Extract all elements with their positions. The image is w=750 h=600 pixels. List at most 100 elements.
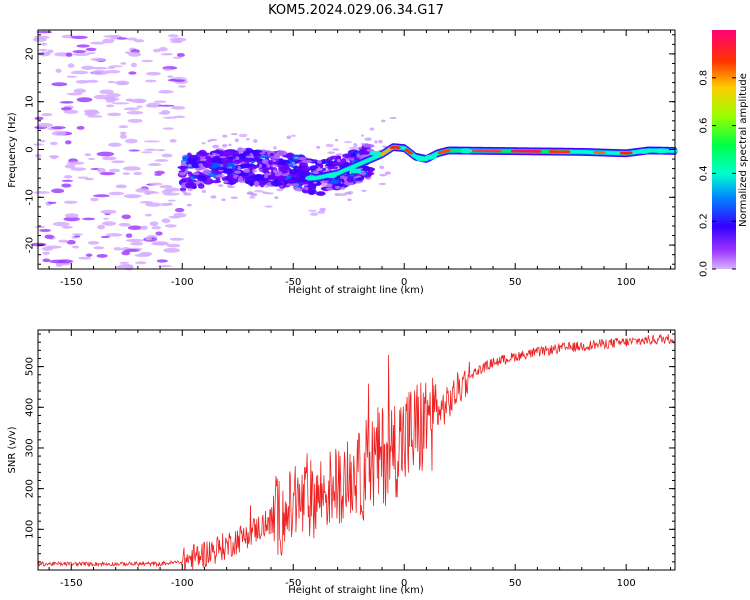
- spectral-blob: [100, 235, 111, 239]
- spectral-blob: [130, 62, 138, 68]
- spectral-blob: [264, 174, 268, 179]
- spectral-blob: [369, 150, 382, 156]
- spectral-blob: [51, 130, 67, 136]
- spectral-blob: [149, 221, 159, 227]
- spectral-blob: [185, 183, 196, 187]
- spectral-blob: [107, 112, 122, 117]
- spectral-blob: [219, 156, 227, 159]
- spectral-blob: [39, 140, 46, 143]
- spectral-blob: [74, 235, 81, 238]
- spectral-blob: [317, 210, 326, 214]
- spectral-blob: [350, 153, 357, 157]
- spectral-blob: [107, 142, 122, 147]
- spectral-blob: [75, 79, 90, 84]
- spectral-blob: [378, 182, 387, 186]
- spectral-blob: [76, 125, 85, 130]
- spectrogram-xlabel: Height of straight line (km): [288, 285, 424, 296]
- spectral-blob: [338, 178, 345, 183]
- spectral-blob: [77, 256, 92, 260]
- spectral-blob: [45, 245, 62, 249]
- colorbar-tick-label: 0.2: [699, 213, 710, 229]
- spectral-blob: [154, 173, 163, 176]
- spectral-blob: [230, 132, 238, 136]
- spectral-blob: [191, 162, 200, 169]
- spectral-blob: [37, 122, 54, 128]
- spectral-blob: [181, 160, 187, 164]
- x-tick-label: -100: [171, 578, 194, 589]
- spectral-blob: [246, 192, 253, 195]
- spectral-blob: [64, 175, 73, 179]
- spectral-blob: [51, 126, 66, 130]
- spectral-blob: [151, 226, 162, 230]
- spectral-blob: [90, 41, 106, 45]
- spectral-blob: [145, 190, 156, 194]
- spectral-blob: [566, 150, 571, 154]
- spectral-blob: [64, 140, 72, 145]
- spectral-blob: [102, 221, 117, 226]
- spectral-blob: [140, 225, 148, 231]
- spectral-blob: [47, 201, 57, 204]
- spectral-blob: [252, 164, 260, 169]
- spectral-blob: [72, 52, 90, 56]
- spectral-blob: [50, 155, 58, 160]
- colorbar-ticks: 0.0 0.2 0.4 0.6 0.8: [699, 70, 736, 277]
- spectral-blob: [51, 82, 68, 87]
- spectral-blob: [91, 70, 109, 76]
- spectral-blob: [90, 197, 99, 202]
- spectral-blob: [248, 196, 256, 199]
- spectral-blob: [162, 127, 174, 130]
- spectral-blob: [296, 187, 302, 192]
- spectral-blob: [228, 166, 233, 169]
- spectral-blob: [249, 180, 254, 187]
- spectral-blob: [230, 196, 239, 200]
- spectral-blob: [178, 171, 187, 176]
- spectral-blob: [344, 191, 352, 195]
- spectral-blob: [211, 152, 218, 155]
- spectral-blob: [337, 158, 341, 163]
- spectral-blob: [73, 88, 87, 94]
- spectral-blob: [176, 52, 185, 57]
- spectral-blob: [65, 52, 73, 57]
- spectral-blob: [261, 158, 269, 165]
- spectral-blob: [269, 171, 276, 179]
- spectral-blob: [118, 82, 128, 85]
- spectral-blob: [601, 151, 606, 154]
- spectral-blob: [286, 135, 292, 140]
- spectral-blob: [334, 193, 340, 196]
- snr-plot-area: [38, 330, 675, 570]
- snr-frame: [37, 329, 676, 571]
- spectral-blob: [637, 148, 650, 154]
- spectral-blob: [51, 188, 65, 194]
- spectral-blob: [163, 247, 180, 253]
- spectral-blob: [222, 134, 228, 138]
- spectral-blob: [261, 191, 269, 194]
- x-tick-label: 50: [509, 277, 522, 288]
- spectral-blob: [66, 75, 78, 78]
- spectral-blob: [319, 207, 326, 212]
- spectral-blob: [103, 217, 110, 220]
- spectral-blob: [139, 251, 153, 256]
- spectral-blob: [85, 47, 97, 52]
- spectral-blob: [379, 165, 385, 170]
- y-tick-label: 500: [25, 357, 36, 376]
- spectral-blob: [133, 171, 143, 176]
- spectral-blob: [253, 189, 264, 193]
- spectral-blob: [249, 152, 253, 156]
- spectral-blob: [111, 102, 130, 105]
- spectral-blob: [161, 153, 173, 158]
- spectral-blob: [379, 173, 387, 177]
- spectral-blob: [81, 65, 94, 70]
- spectral-blob: [128, 149, 141, 152]
- spectral-blob: [154, 159, 169, 162]
- spectral-blob: [316, 159, 322, 164]
- spectral-blob: [307, 209, 317, 212]
- spectral-blob: [343, 141, 353, 144]
- spectral-blob: [223, 180, 229, 184]
- spectral-blob: [217, 184, 224, 187]
- spectral-blob: [141, 151, 153, 154]
- spectral-blob: [235, 156, 240, 161]
- spectral-blob: [157, 104, 175, 107]
- spectral-blob: [355, 180, 361, 184]
- spectral-blob: [99, 89, 114, 95]
- spectral-blob: [369, 127, 375, 131]
